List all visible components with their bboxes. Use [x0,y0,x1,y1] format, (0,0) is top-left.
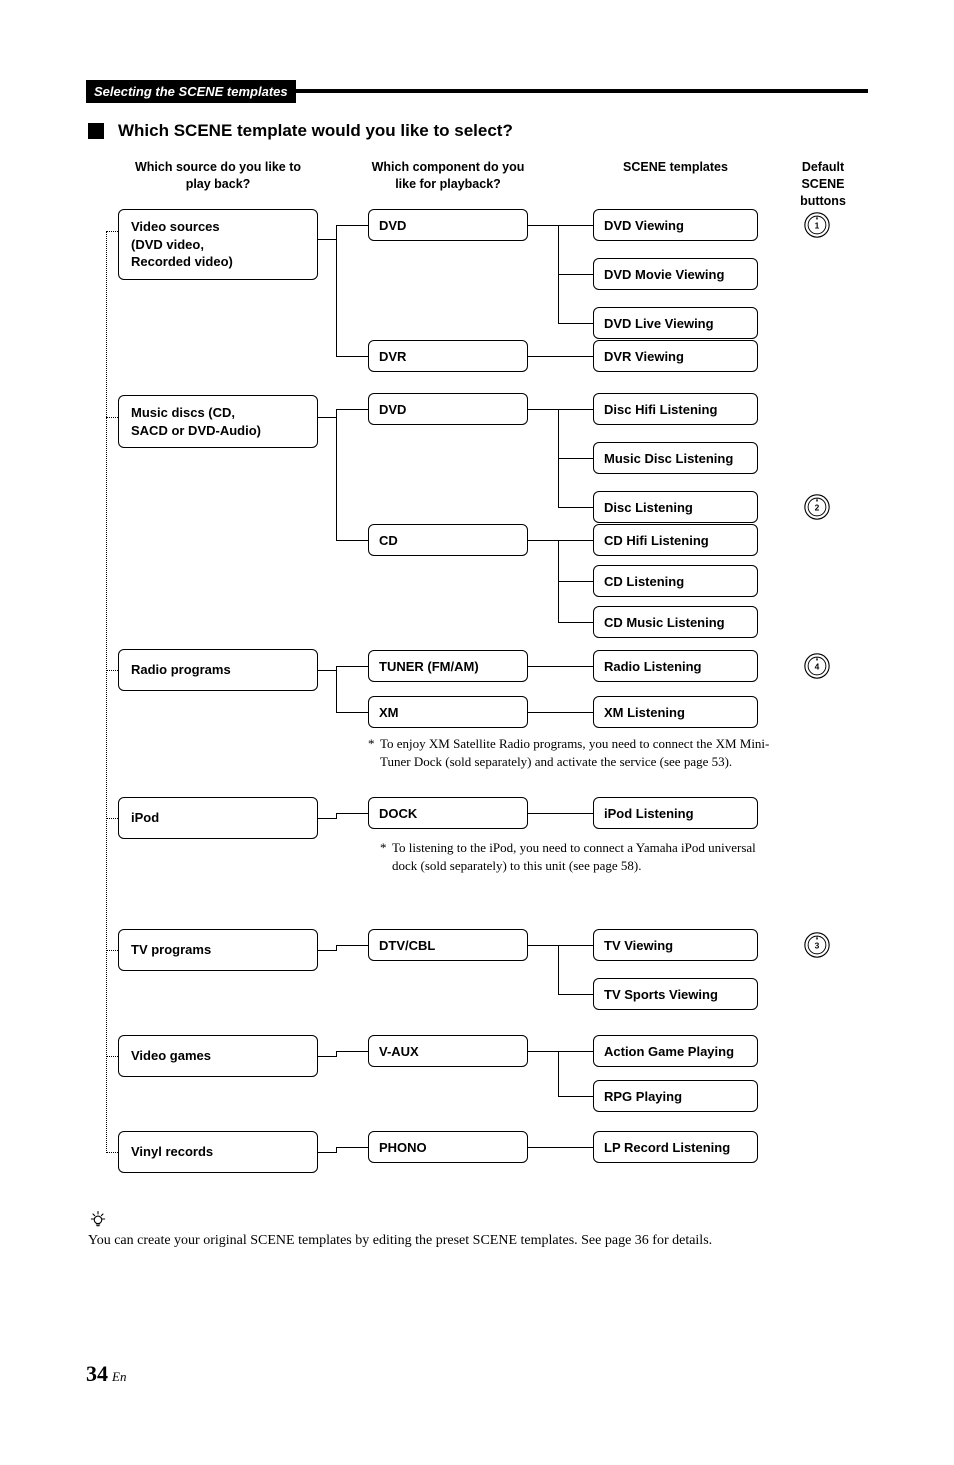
comp-vaux: V-AUX [368,1035,528,1067]
src-music: Music discs (CD, SACD or DVD-Audio) [118,395,318,448]
comp-dvr: DVR [368,340,528,372]
tmpl-dischifi: Disc Hifi Listening [593,393,758,425]
comp-dtv: DTV/CBL [368,929,528,961]
tmpl-tvview: TV Viewing [593,929,758,961]
tmpl-action: Action Game Playing [593,1035,758,1067]
tmpl-dvrview: DVR Viewing [593,340,758,372]
tmpl-musicdisc: Music Disc Listening [593,442,758,474]
tmpl-cdhifi: CD Hifi Listening [593,524,758,556]
comp-cd: CD [368,524,528,556]
header-rule [296,89,868,93]
tmpl-ipodlisten: iPod Listening [593,797,758,829]
tip-block: You can create your original SCENE templ… [86,1209,868,1249]
comp-dvd1: DVD [368,209,528,241]
tmpl-dvdmovie: DVD Movie Viewing [593,258,758,290]
section-title: Which SCENE template would you like to s… [86,121,868,141]
header-tab: Selecting the SCENE templates [86,80,296,103]
src-tv: TV programs [118,929,318,971]
comp-xm: XM [368,696,528,728]
scene-button-3-icon: 3 [803,931,831,959]
tip-text: You can create your original SCENE templ… [88,1233,868,1249]
tmpl-radiolisten: Radio Listening [593,650,758,682]
src-video: Video sources (DVD video, Recorded video… [118,209,318,280]
lightbulb-icon [88,1209,868,1229]
src-radio: Radio programs [118,649,318,691]
tmpl-disclisten: Disc Listening [593,491,758,523]
header-bar: Selecting the SCENE templates [86,80,868,103]
tmpl-xmlisten: XM Listening [593,696,758,728]
tmpl-lp: LP Record Listening [593,1131,758,1163]
tmpl-tvsports: TV Sports Viewing [593,978,758,1010]
comp-dvd2: DVD [368,393,528,425]
tmpl-dvdview: DVD Viewing [593,209,758,241]
src-ipod: iPod [118,797,318,839]
scene-button-4-icon: 4 [803,652,831,680]
note-xm: *To enjoy XM Satellite Radio programs, y… [368,735,778,771]
colhead-default: Default SCENE buttons [778,159,868,210]
scene-button-2-icon: 2 [803,493,831,521]
scene-diagram: Which source do you like to play back? W… [88,159,866,1179]
src-games: Video games [118,1035,318,1077]
comp-dock: DOCK [368,797,528,829]
note-ipod: *To listening to the iPod, you need to c… [380,839,778,875]
svg-text:2: 2 [815,503,820,513]
src-vinyl: Vinyl records [118,1131,318,1173]
tmpl-cdlisten: CD Listening [593,565,758,597]
svg-text:3: 3 [815,941,820,951]
colhead-component: Which component do you like for playback… [368,159,528,193]
trunk-line [106,231,107,1151]
page-number: 34 En [86,1361,126,1387]
section-bullet-icon [88,123,104,139]
svg-text:4: 4 [815,662,820,672]
comp-tuner: TUNER (FM/AM) [368,650,528,682]
section-title-text: Which SCENE template would you like to s… [118,121,513,141]
comp-phono: PHONO [368,1131,528,1163]
colhead-source: Which source do you like to play back? [118,159,318,193]
scene-button-1-icon: 1 [803,211,831,239]
tmpl-cdmusic: CD Music Listening [593,606,758,638]
colhead-templates: SCENE templates [593,159,758,176]
tmpl-rpg: RPG Playing [593,1080,758,1112]
svg-text:1: 1 [815,221,820,231]
tmpl-dvdlive: DVD Live Viewing [593,307,758,339]
